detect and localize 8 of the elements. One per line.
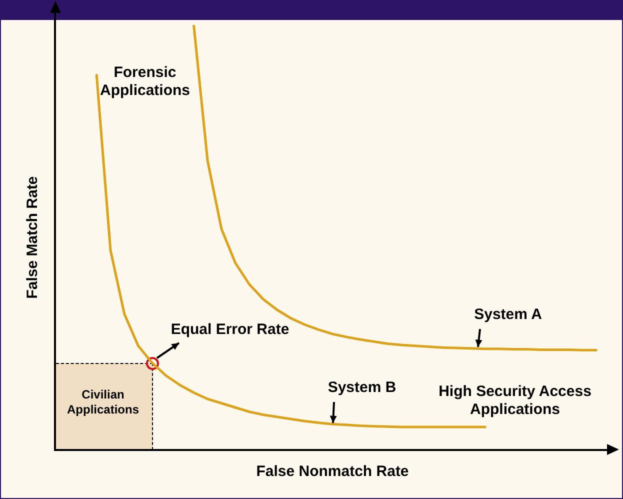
annotation: High Security Access Applications	[438, 383, 592, 418]
x-axis-title: False Nonmatch Rate	[256, 463, 409, 480]
y-axis-title: False Match Rate	[24, 176, 42, 299]
annotation: Forensic Applications	[100, 64, 190, 100]
annotation: Civilian Applications	[66, 387, 140, 416]
annotation: Equal Error Rate	[170, 321, 290, 338]
series-label: System B	[328, 379, 396, 396]
series-label: System A	[474, 306, 542, 324]
